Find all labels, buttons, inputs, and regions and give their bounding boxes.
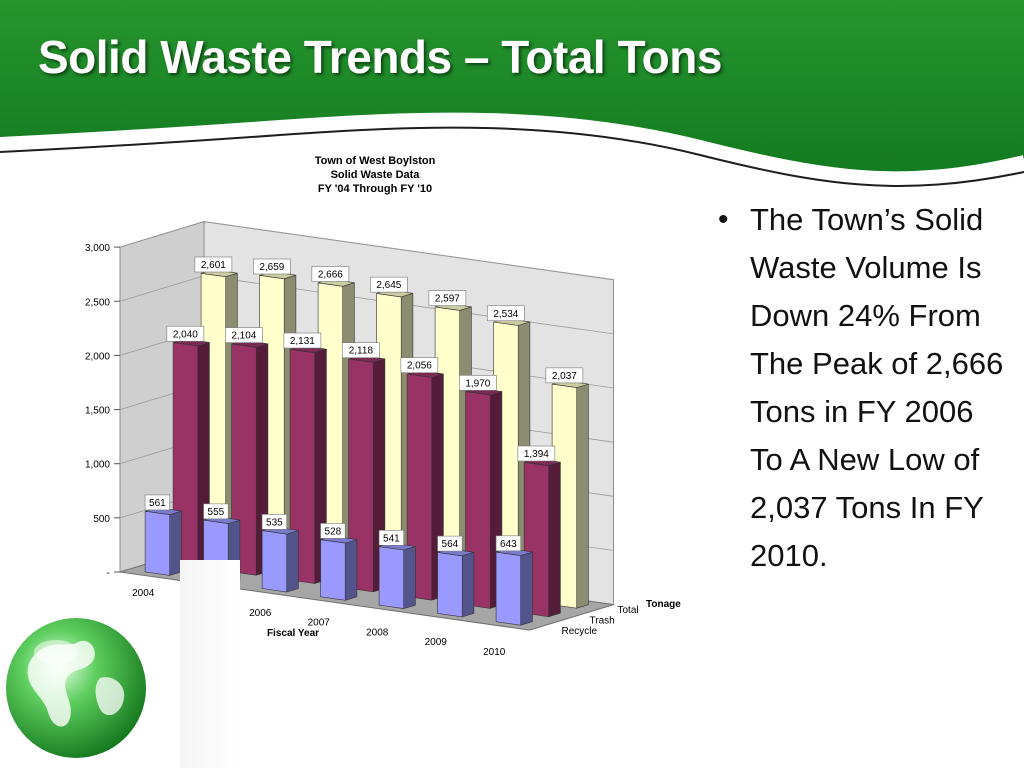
bar-recycle-side <box>461 551 475 618</box>
data-label-box <box>144 494 170 511</box>
chart-title-line: FY '04 Through FY '10 <box>317 183 433 195</box>
y-tick-label: 2,000 <box>85 351 110 362</box>
data-label-box <box>428 290 467 306</box>
data-label: 2,040 <box>173 329 198 340</box>
data-label: 535 <box>266 517 283 528</box>
data-label: 643 <box>500 539 517 550</box>
bar-recycle <box>144 510 170 576</box>
bar-recycle-side <box>344 539 358 601</box>
data-label: 541 <box>383 533 400 544</box>
bar-recycle <box>320 539 346 601</box>
x-tick-label: 2010 <box>483 647 506 658</box>
bar-recycle <box>437 552 463 618</box>
x-tick-label: 2004 <box>132 588 155 599</box>
y-tick-label: 3,000 <box>85 243 110 254</box>
data-label: 2,534 <box>493 309 518 320</box>
x-tick-label: 2006 <box>249 608 272 619</box>
data-label-box <box>370 276 408 293</box>
chart-title-line: Town of West Boylston <box>314 155 436 167</box>
data-label-box <box>545 367 584 384</box>
x-tick-label: 2008 <box>366 627 389 638</box>
data-label-box <box>378 529 404 546</box>
bar-recycle-side <box>520 551 533 626</box>
bar-recycle <box>495 551 522 626</box>
data-label-box <box>166 325 205 342</box>
data-label-box <box>342 342 380 359</box>
x-tick-label: 2009 <box>425 637 448 648</box>
x-tick-label: 2007 <box>308 618 331 629</box>
bar-trash-side <box>548 461 561 618</box>
data-label-box <box>487 305 525 322</box>
globe-icon <box>6 618 146 758</box>
data-label-box <box>495 535 521 552</box>
data-label-box <box>517 445 556 462</box>
data-label-box <box>203 503 229 520</box>
data-label-box <box>225 327 263 343</box>
data-label: 564 <box>442 539 459 550</box>
data-label: 2,645 <box>376 280 401 291</box>
data-label: 561 <box>149 498 166 509</box>
data-label-box <box>261 514 287 530</box>
data-label: 2,118 <box>349 346 374 357</box>
series-label: Trash <box>590 615 615 626</box>
z-axis-title: Tonage <box>646 599 681 610</box>
slide-title: Solid Waste Trends – Total Tons <box>38 31 722 83</box>
y-tick-label: 1,000 <box>85 460 110 471</box>
data-label-box <box>311 266 350 282</box>
data-label: 528 <box>325 526 342 537</box>
x-axis-title: Fiscal Year <box>267 628 319 639</box>
data-label-box <box>320 523 346 539</box>
data-label-box <box>459 375 497 391</box>
decorative-shine <box>180 560 240 768</box>
series-label: Recycle <box>562 626 598 637</box>
data-label: 2,659 <box>259 262 284 273</box>
chart-title-line: Solid Waste Data <box>330 169 420 181</box>
chart-title: Town of West Boylston Solid Waste Data F… <box>270 154 480 196</box>
bar-total-side <box>576 383 589 609</box>
bullet-list: The Town’s Solid Waste Volume Is Down 24… <box>718 196 1008 580</box>
series-label: Total <box>618 605 639 616</box>
bullet-item: The Town’s Solid Waste Volume Is Down 24… <box>718 196 1008 580</box>
bar-recycle-side <box>286 530 299 593</box>
y-tick-label: 1,500 <box>85 406 110 417</box>
data-label-box <box>437 535 463 552</box>
bar-recycle <box>378 546 405 609</box>
title-banner <box>0 0 1024 187</box>
data-label: 2,056 <box>407 361 432 372</box>
gridline <box>119 221 614 281</box>
data-label-box <box>194 256 233 273</box>
data-label: 2,104 <box>231 331 256 342</box>
y-tick-label: - <box>107 568 110 579</box>
data-label: 2,597 <box>435 294 460 305</box>
bar-recycle <box>261 530 288 593</box>
data-label-box <box>283 332 322 349</box>
data-label-box <box>400 357 439 374</box>
data-label: 1,970 <box>465 378 490 389</box>
data-label: 2,131 <box>290 336 315 347</box>
bar-recycle-side <box>403 546 416 610</box>
y-tick-label: 500 <box>93 514 110 525</box>
data-label: 2,037 <box>552 371 577 382</box>
y-tick-label: 2,500 <box>85 297 110 308</box>
data-label: 1,394 <box>524 449 549 460</box>
data-label: 555 <box>208 507 225 518</box>
data-label: 2,666 <box>318 270 343 281</box>
data-label-box <box>253 258 291 275</box>
data-label: 2,601 <box>201 260 226 271</box>
